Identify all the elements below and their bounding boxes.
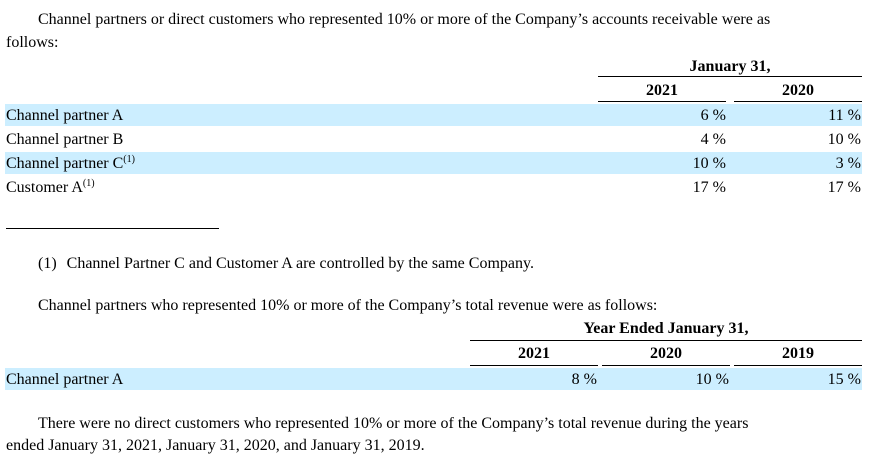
table1-cell: 17 % (692, 179, 726, 196)
table1-column-rule (734, 101, 862, 102)
table2-cell: 10 % (695, 371, 729, 388)
table2-cell: 8 % (571, 371, 597, 388)
table2-row-highlight (5, 368, 862, 390)
table1-group-header: January 31, (689, 58, 771, 75)
footnote-text: Channel Partner C and Customer A are con… (66, 255, 534, 272)
footnote-reference: (1) (82, 178, 95, 189)
table1-row-label: Customer A (6, 179, 83, 196)
table2-column-header: 2019 (782, 345, 814, 362)
table1-row-label: Channel partner B (6, 131, 124, 148)
closing-paragraph-line2: ended January 31, 2021, January 31, 2020… (6, 437, 425, 454)
table1-column-rule (598, 101, 726, 102)
table1-cell: 6 % (700, 107, 726, 124)
table2-column-rule (602, 365, 730, 366)
table1-row-label-with-note: Customer A(1) (6, 179, 95, 197)
table1-row-highlight (5, 152, 862, 174)
footnote: (1) Channel Partner C and Customer A are … (38, 255, 534, 273)
table1-row-label-with-note: Channel partner C(1) (6, 155, 135, 173)
table2-column-rule (734, 365, 862, 366)
closing-paragraph-line1: There were no direct customers who repre… (38, 415, 749, 432)
table1-row-label: Channel partner A (6, 107, 124, 124)
table1-cell: 17 % (827, 179, 861, 196)
table2-column-rule (470, 365, 598, 366)
table1-cell: 10 % (827, 131, 861, 148)
intro-paragraph-line2: follows: (6, 34, 59, 51)
footnote-marker: (1) (38, 255, 57, 272)
revenue-intro-paragraph: Channel partners who represented 10% or … (38, 297, 658, 314)
table1-cell: 10 % (692, 155, 726, 172)
table1-cell: 4 % (700, 131, 726, 148)
table2-column-header: 2021 (518, 345, 550, 362)
table1-row-label: Channel partner C (6, 155, 124, 172)
intro-paragraph-line1: Channel partners or direct customers who… (38, 11, 771, 28)
table1-column-header: 2020 (782, 82, 814, 99)
table1-header-rule (598, 76, 862, 77)
table2-column-header: 2020 (650, 345, 682, 362)
footnote-separator (6, 228, 219, 229)
table2-header-rule (470, 340, 862, 341)
table1-cell: 11 % (828, 107, 861, 124)
table1-column-header: 2021 (646, 82, 678, 99)
footnote-reference: (1) (123, 154, 135, 165)
table2-cell: 15 % (827, 371, 861, 388)
table2-group-header: Year Ended January 31, (583, 320, 749, 337)
table2-row-label: Channel partner A (6, 371, 124, 388)
table1-cell: 3 % (835, 155, 861, 172)
table1-row-highlight (5, 104, 862, 126)
